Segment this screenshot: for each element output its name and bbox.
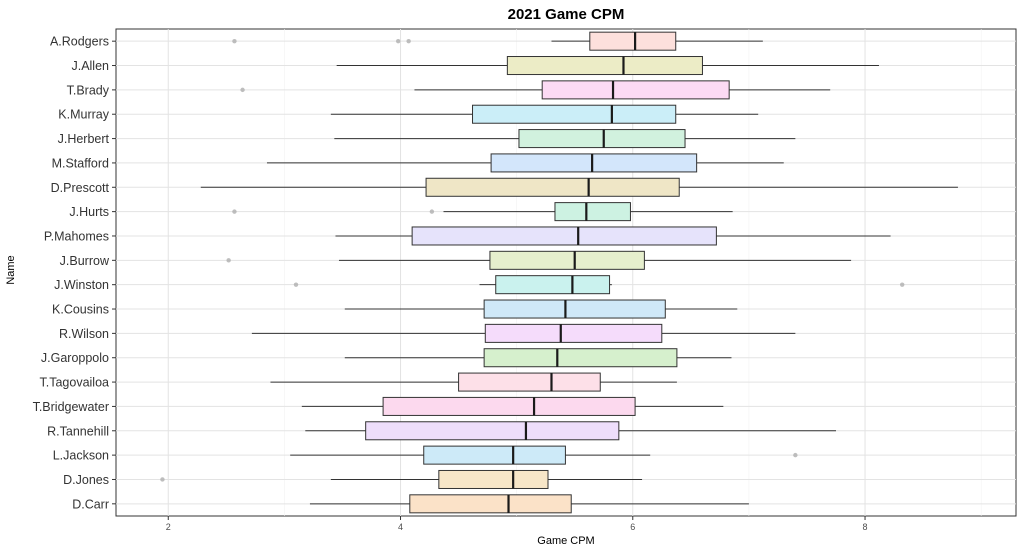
- outlier-point: [293, 282, 299, 287]
- outlier-point: [232, 38, 237, 44]
- outlier-point: [232, 209, 237, 214]
- y-tick-label: L.Jackson: [53, 449, 109, 463]
- y-tick-label: T.Brady: [67, 83, 110, 97]
- box-J.Herbert: [334, 129, 796, 149]
- box-D.Prescott: [200, 177, 958, 197]
- outlier-point: [429, 209, 435, 214]
- box-iqr: [490, 153, 698, 173]
- box-T.Brady: [240, 80, 831, 100]
- box-iqr: [506, 56, 703, 76]
- y-tick-label: J.Herbert: [58, 132, 110, 146]
- x-tick-label: 8: [863, 522, 868, 532]
- outlier-point: [793, 452, 798, 458]
- outlier-point: [226, 258, 231, 263]
- x-tick-label: 6: [630, 522, 635, 532]
- y-tick-label: J.Burrow: [60, 254, 110, 268]
- outlier-point: [395, 38, 401, 44]
- box-J.Allen: [336, 56, 879, 76]
- outlier-point: [160, 477, 165, 482]
- box-K.Cousins: [344, 299, 738, 319]
- box-J.Burrow: [226, 250, 852, 270]
- y-tick-label: J.Hurts: [69, 205, 109, 219]
- outlier-point: [406, 38, 411, 44]
- box-iqr: [458, 372, 601, 392]
- y-tick-label: P.Mahomes: [44, 229, 109, 243]
- box-J.Winston: [293, 275, 905, 295]
- box-R.Tannehill: [305, 421, 836, 441]
- y-tick-label: K.Murray: [58, 108, 109, 122]
- box-iqr: [589, 31, 677, 51]
- y-tick-label: R.Wilson: [59, 327, 109, 341]
- y-tick-label: K.Cousins: [52, 303, 109, 317]
- box-iqr: [411, 226, 717, 246]
- x-tick-label: 4: [398, 522, 403, 532]
- box-iqr: [423, 445, 566, 465]
- box-iqr: [382, 396, 636, 416]
- y-tick-label: D.Jones: [63, 473, 109, 487]
- box-iqr: [425, 177, 680, 197]
- boxes-layer: [160, 31, 958, 514]
- box-R.Wilson: [251, 323, 796, 343]
- x-tick-labels: 2 4 6 8: [166, 516, 868, 532]
- box-iqr: [365, 421, 620, 441]
- y-axis-title: Name: [5, 255, 17, 284]
- y-tick-label: M.Stafford: [52, 156, 109, 170]
- y-tick-label: J.Garoppolo: [41, 351, 109, 365]
- x-axis-title: Game CPM: [537, 535, 594, 547]
- x-tick-label: 2: [166, 522, 171, 532]
- box-iqr: [495, 275, 611, 295]
- chart-title: 2021 Game CPM: [508, 6, 625, 23]
- box-iqr: [554, 202, 631, 222]
- box-A.Rodgers: [232, 31, 763, 51]
- box-J.Hurts: [232, 202, 733, 222]
- y-tick-labels: A.Rodgers J.Allen T.Brady K.Murray J.Herbert…: [33, 35, 116, 511]
- box-T.Tagovailoa: [270, 372, 677, 392]
- box-L.Jackson: [290, 445, 798, 465]
- outlier-point: [240, 87, 245, 93]
- box-iqr: [489, 250, 645, 270]
- y-tick-label: T.Tagovailoa: [40, 376, 110, 390]
- box-iqr: [472, 104, 677, 124]
- y-tick-label: R.Tannehill: [47, 424, 109, 438]
- box-J.Garoppolo: [344, 348, 732, 368]
- y-tick-label: D.Prescott: [51, 181, 110, 195]
- outlier-point: [899, 282, 905, 287]
- y-tick-label: D.Carr: [72, 497, 109, 511]
- box-D.Carr: [309, 494, 749, 514]
- box-D.Jones: [160, 469, 643, 489]
- box-iqr: [518, 129, 686, 149]
- box-iqr: [483, 299, 666, 319]
- box-iqr: [483, 348, 678, 368]
- plot-panel: [115, 28, 1017, 517]
- box-P.Mahomes: [335, 226, 891, 246]
- box-M.Stafford: [266, 153, 784, 173]
- box-iqr: [438, 469, 549, 489]
- y-tick-label: J.Winston: [54, 278, 109, 292]
- box-iqr: [409, 494, 572, 514]
- box-K.Murray: [330, 104, 759, 124]
- y-tick-label: A.Rodgers: [50, 35, 109, 49]
- box-iqr: [541, 80, 730, 100]
- box-T.Bridgewater: [301, 396, 724, 416]
- y-tick-label: T.Bridgewater: [33, 400, 109, 414]
- box-iqr: [484, 323, 663, 343]
- y-tick-label: J.Allen: [71, 59, 109, 73]
